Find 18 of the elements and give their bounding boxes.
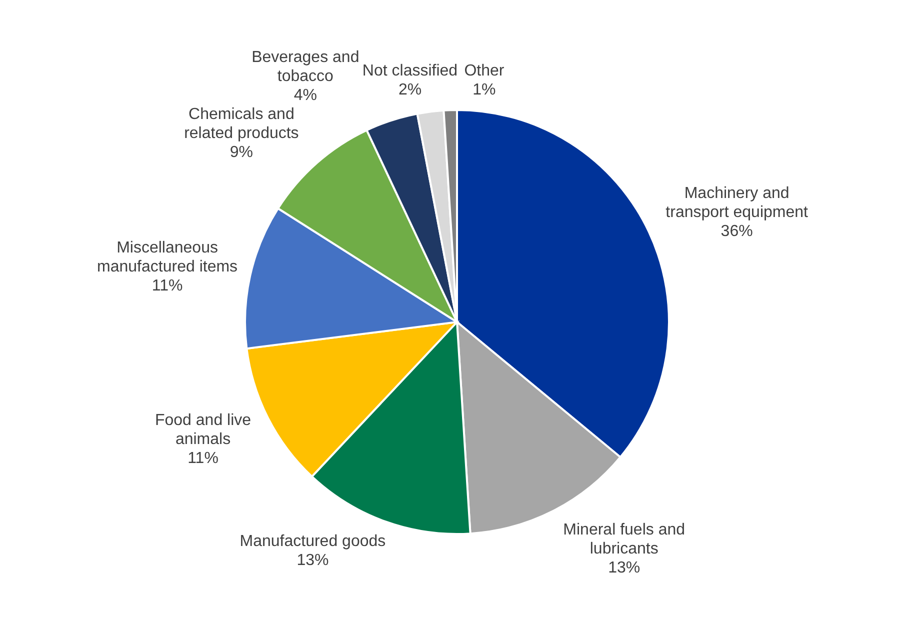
slice-label: Mineral fuels and lubricants (563, 522, 686, 558)
slice-label: Chemicals and related products (184, 106, 299, 142)
data-label: 1% (472, 82, 496, 98)
data-label: 13% (296, 552, 329, 570)
data-label: 13% (608, 560, 640, 577)
data-label: 36% (720, 223, 753, 240)
slice-label: Manufactured goods (240, 533, 386, 550)
data-label: 11% (152, 277, 183, 294)
slice-label: Other (464, 62, 505, 80)
slice-label: Machinery and transport equipment (666, 185, 809, 222)
data-label: 4% (294, 86, 317, 104)
slice-label: Not classified (362, 62, 458, 80)
data-label: 11% (188, 450, 218, 468)
data-label: 2% (398, 82, 422, 99)
slice-label: Beverages and tobacco (252, 48, 360, 85)
slice-label: Food and live animals (154, 412, 252, 448)
slice-label: Miscellaneous manufactured items (97, 239, 238, 276)
data-label: 9% (230, 144, 253, 161)
